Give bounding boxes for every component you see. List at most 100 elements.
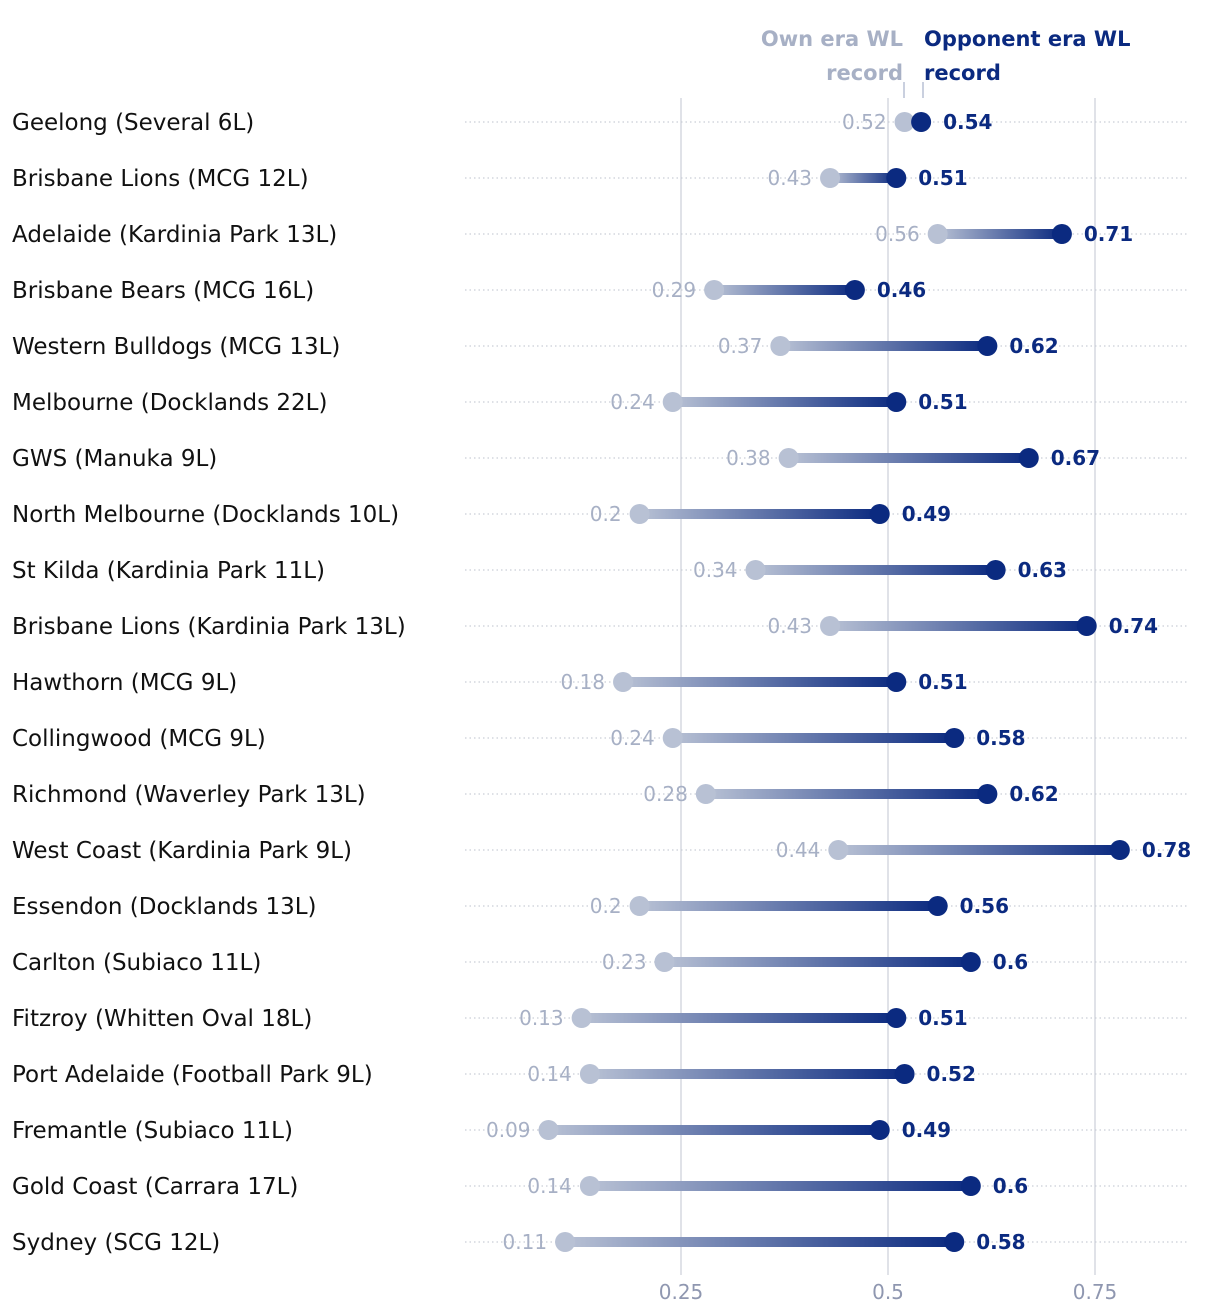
- own-value-label: 0.44: [776, 838, 821, 862]
- own-era-dot: [629, 504, 650, 524]
- row-label: North Melbourne (Docklands 10L): [12, 502, 399, 528]
- opponent-value-label: 0.54: [943, 110, 992, 134]
- opponent-era-dot: [869, 1120, 890, 1140]
- own-era-dot: [662, 728, 683, 748]
- own-era-dot: [571, 1008, 592, 1028]
- own-era-dot: [820, 616, 841, 636]
- x-tick-label: 0.75: [1073, 1280, 1118, 1304]
- opponent-era-dot: [977, 336, 998, 356]
- opponent-value-label: 0.63: [1018, 558, 1067, 582]
- own-era-dot: [629, 896, 650, 916]
- x-tick-label: 0.5: [872, 1280, 904, 1304]
- range-bar: [937, 229, 1062, 239]
- opponent-era-dot: [977, 784, 998, 804]
- own-value-label: 0.13: [519, 1006, 564, 1030]
- opponent-era-dot: [886, 672, 907, 692]
- dumbbell-dots: [538, 112, 1130, 1252]
- range-bar: [780, 341, 988, 351]
- opponent-era-dot: [886, 1008, 907, 1028]
- row-label: Adelaide (Kardinia Park 13L): [12, 222, 337, 248]
- opponent-era-dot: [1018, 448, 1039, 468]
- opponent-value-label: 0.46: [877, 278, 926, 302]
- range-bar: [672, 733, 955, 743]
- opponent-value-label: 0.51: [918, 1006, 967, 1030]
- opponent-era-dot: [844, 280, 865, 300]
- legend-own-line2: record: [826, 61, 903, 85]
- range-bar: [788, 453, 1029, 463]
- opponent-era-dot: [1051, 224, 1072, 244]
- own-era-dot: [745, 560, 766, 580]
- own-era-dot: [579, 1064, 600, 1084]
- own-era-dot: [770, 336, 791, 356]
- opponent-era-dot: [886, 168, 907, 188]
- range-bar: [838, 845, 1120, 855]
- range-bar: [589, 1069, 905, 1079]
- row-label: Fremantle (Subiaco 11L): [12, 1118, 293, 1144]
- opponent-era-dot: [911, 112, 932, 132]
- row-label: Carlton (Subiaco 11L): [12, 950, 261, 976]
- opponent-era-dot: [944, 728, 965, 748]
- own-value-label: 0.23: [602, 950, 647, 974]
- row-label: Fitzroy (Whitten Oval 18L): [12, 1006, 312, 1032]
- row-label: Collingwood (MCG 9L): [12, 726, 266, 752]
- opponent-value-label: 0.56: [960, 894, 1009, 918]
- own-value-label: 0.2: [590, 502, 622, 526]
- opponent-era-dot: [894, 1064, 915, 1084]
- range-bar: [830, 173, 897, 183]
- own-value-label: 0.11: [503, 1230, 548, 1254]
- range-bar: [672, 397, 897, 407]
- own-era-dot: [778, 448, 799, 468]
- own-value-label: 0.2: [590, 894, 622, 918]
- range-bar: [623, 677, 897, 687]
- own-era-dot: [538, 1120, 559, 1140]
- row-label: West Coast (Kardinia Park 9L): [12, 838, 352, 864]
- own-value-label: 0.09: [486, 1118, 531, 1142]
- opponent-era-dot: [944, 1232, 965, 1252]
- own-value-label: 0.52: [842, 110, 887, 134]
- row-label: Brisbane Lions (Kardinia Park 13L): [12, 614, 406, 640]
- own-era-dot: [579, 1176, 600, 1196]
- range-bar: [639, 901, 938, 911]
- opponent-era-dot: [960, 952, 981, 972]
- range-bar: [639, 509, 880, 519]
- opponent-value-label: 0.78: [1142, 838, 1191, 862]
- opponent-value-label: 0.74: [1109, 614, 1158, 638]
- row-label: Richmond (Waverley Park 13L): [12, 782, 366, 808]
- row-label: Brisbane Bears (MCG 16L): [12, 278, 314, 304]
- own-value-label: 0.34: [693, 558, 738, 582]
- range-bar: [755, 565, 996, 575]
- range-bar: [705, 789, 988, 799]
- own-era-dot: [654, 952, 675, 972]
- row-label: GWS (Manuka 9L): [12, 446, 217, 472]
- range-bar: [664, 957, 971, 967]
- own-value-label: 0.28: [643, 782, 688, 806]
- opponent-value-label: 0.49: [902, 1118, 951, 1142]
- own-era-dot: [820, 168, 841, 188]
- own-value-label: 0.37: [718, 334, 763, 358]
- range-bar: [548, 1125, 880, 1135]
- row-labels: Geelong (Several 6L) Brisbane Lions (MCG …: [12, 110, 406, 1256]
- legend-opponent-line1: Opponent era WL: [924, 27, 1130, 51]
- dumbbell-bars: [548, 117, 1120, 1247]
- own-value-label: 0.29: [652, 278, 697, 302]
- legend: Own era WL record Opponent era WL record: [761, 27, 1130, 98]
- own-era-dot: [555, 1232, 576, 1252]
- own-era-dot: [613, 672, 634, 692]
- legend-opponent-line2: record: [924, 61, 1001, 85]
- opponent-value-label: 0.62: [1009, 782, 1058, 806]
- opponent-value-label: 0.71: [1084, 222, 1133, 246]
- opponent-value-label: 0.51: [918, 390, 967, 414]
- own-era-dot: [695, 784, 716, 804]
- row-label: Western Bulldogs (MCG 13L): [12, 334, 340, 360]
- row-label: Gold Coast (Carrara 17L): [12, 1174, 298, 1200]
- own-era-dot: [662, 392, 683, 412]
- own-value-label: 0.43: [768, 614, 813, 638]
- opponent-value-label: 0.6: [993, 1174, 1028, 1198]
- row-label: Hawthorn (MCG 9L): [12, 670, 237, 696]
- own-era-dot: [704, 280, 725, 300]
- range-bar: [565, 1237, 955, 1247]
- range-bar: [589, 1181, 971, 1191]
- row-label: Essendon (Docklands 13L): [12, 894, 317, 920]
- own-value-label: 0.14: [527, 1174, 572, 1198]
